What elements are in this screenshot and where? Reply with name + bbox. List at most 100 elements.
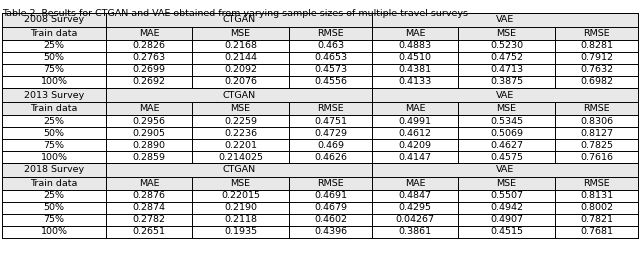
Text: 0.4556: 0.4556 [314, 77, 347, 86]
Text: MAE: MAE [404, 104, 425, 113]
Text: 0.2190: 0.2190 [224, 204, 257, 213]
Text: 0.4883: 0.4883 [399, 42, 431, 51]
Bar [2, 127, 638, 139]
Bar [2, 190, 638, 202]
Text: 0.7825: 0.7825 [580, 141, 613, 149]
Text: MSE: MSE [230, 104, 250, 113]
Text: 0.7632: 0.7632 [580, 66, 613, 75]
Text: 100%: 100% [40, 152, 68, 162]
Text: 0.2076: 0.2076 [224, 77, 257, 86]
Text: 25%: 25% [44, 191, 65, 200]
Text: 0.4209: 0.4209 [399, 141, 431, 149]
Bar [2, 76, 638, 88]
Text: 0.4602: 0.4602 [314, 215, 347, 224]
Text: 0.2168: 0.2168 [224, 42, 257, 51]
Text: 0.2905: 0.2905 [132, 128, 166, 138]
Text: 0.4575: 0.4575 [490, 152, 523, 162]
Text: 50%: 50% [44, 128, 65, 138]
Text: 0.5507: 0.5507 [490, 191, 523, 200]
Text: 0.4396: 0.4396 [314, 228, 347, 237]
Text: 50%: 50% [44, 204, 65, 213]
Text: 0.4752: 0.4752 [490, 53, 523, 62]
Text: 0.2144: 0.2144 [224, 53, 257, 62]
Bar [2, 226, 638, 238]
Text: 100%: 100% [40, 77, 68, 86]
Text: 0.04267: 0.04267 [396, 215, 435, 224]
Text: 0.2859: 0.2859 [132, 152, 166, 162]
Text: 0.8306: 0.8306 [580, 117, 613, 125]
Text: 0.4653: 0.4653 [314, 53, 347, 62]
Text: 0.4679: 0.4679 [314, 204, 347, 213]
Text: 0.2890: 0.2890 [132, 141, 166, 149]
Bar [2, 214, 638, 226]
Text: MSE: MSE [230, 29, 250, 38]
Text: MSE: MSE [497, 29, 516, 38]
Text: MSE: MSE [497, 104, 516, 113]
Text: VAE: VAE [496, 15, 514, 25]
Text: CTGAN: CTGAN [223, 165, 255, 174]
Text: 0.463: 0.463 [317, 42, 344, 51]
Text: 0.1935: 0.1935 [224, 228, 257, 237]
Text: RMSE: RMSE [317, 104, 344, 113]
Bar [2, 88, 638, 102]
Text: 0.4133: 0.4133 [398, 77, 431, 86]
Text: 0.2236: 0.2236 [224, 128, 257, 138]
Text: 0.2092: 0.2092 [224, 66, 257, 75]
Text: 75%: 75% [44, 215, 65, 224]
Text: 0.469: 0.469 [317, 141, 344, 149]
Text: 0.214025: 0.214025 [218, 152, 263, 162]
Text: 0.5069: 0.5069 [490, 128, 523, 138]
Text: 0.5230: 0.5230 [490, 42, 523, 51]
Text: 0.4847: 0.4847 [399, 191, 431, 200]
Text: 0.3875: 0.3875 [490, 77, 523, 86]
Bar [2, 27, 638, 40]
Text: 0.2763: 0.2763 [132, 53, 166, 62]
Bar [2, 151, 638, 163]
Text: MAE: MAE [139, 104, 159, 113]
Text: 25%: 25% [44, 42, 65, 51]
Text: 50%: 50% [44, 53, 65, 62]
Text: 2013 Survey: 2013 Survey [24, 91, 84, 100]
Text: 100%: 100% [40, 228, 68, 237]
Text: 0.4295: 0.4295 [399, 204, 431, 213]
Bar [2, 64, 638, 76]
Text: 0.7912: 0.7912 [580, 53, 613, 62]
Text: 0.8131: 0.8131 [580, 191, 613, 200]
Text: 0.4691: 0.4691 [314, 191, 347, 200]
Text: Table 2. Results for CTGAN and VAE obtained from varying sample sizes of multipl: Table 2. Results for CTGAN and VAE obtai… [2, 9, 468, 18]
Text: 0.2782: 0.2782 [132, 215, 166, 224]
Text: 0.8127: 0.8127 [580, 128, 613, 138]
Bar [2, 163, 638, 177]
Text: 0.4713: 0.4713 [490, 66, 523, 75]
Text: 0.5345: 0.5345 [490, 117, 523, 125]
Text: CTGAN: CTGAN [223, 91, 255, 100]
Text: 0.2651: 0.2651 [132, 228, 166, 237]
Bar [2, 102, 638, 115]
Text: MSE: MSE [230, 179, 250, 188]
Text: 0.4751: 0.4751 [314, 117, 347, 125]
Text: 0.8002: 0.8002 [580, 204, 613, 213]
Text: RMSE: RMSE [317, 179, 344, 188]
Text: 0.6982: 0.6982 [580, 77, 613, 86]
Text: 0.2201: 0.2201 [224, 141, 257, 149]
Text: 0.4991: 0.4991 [399, 117, 431, 125]
Text: VAE: VAE [496, 165, 514, 174]
Text: 0.22015: 0.22015 [221, 191, 260, 200]
Text: CTGAN: CTGAN [223, 15, 255, 25]
Text: 0.4729: 0.4729 [314, 128, 347, 138]
Text: 0.2118: 0.2118 [224, 215, 257, 224]
Text: 0.2692: 0.2692 [132, 77, 166, 86]
Text: Train data: Train data [30, 104, 77, 113]
Text: Train data: Train data [30, 179, 77, 188]
Text: 2008 Survey: 2008 Survey [24, 15, 84, 25]
Text: 0.4147: 0.4147 [399, 152, 431, 162]
Text: 0.4381: 0.4381 [399, 66, 431, 75]
Text: 25%: 25% [44, 117, 65, 125]
Text: RMSE: RMSE [583, 179, 610, 188]
Text: 0.2259: 0.2259 [224, 117, 257, 125]
Text: MAE: MAE [404, 29, 425, 38]
Bar [2, 139, 638, 151]
Text: MSE: MSE [497, 179, 516, 188]
Text: 0.4515: 0.4515 [490, 228, 523, 237]
Text: 0.2874: 0.2874 [132, 204, 166, 213]
